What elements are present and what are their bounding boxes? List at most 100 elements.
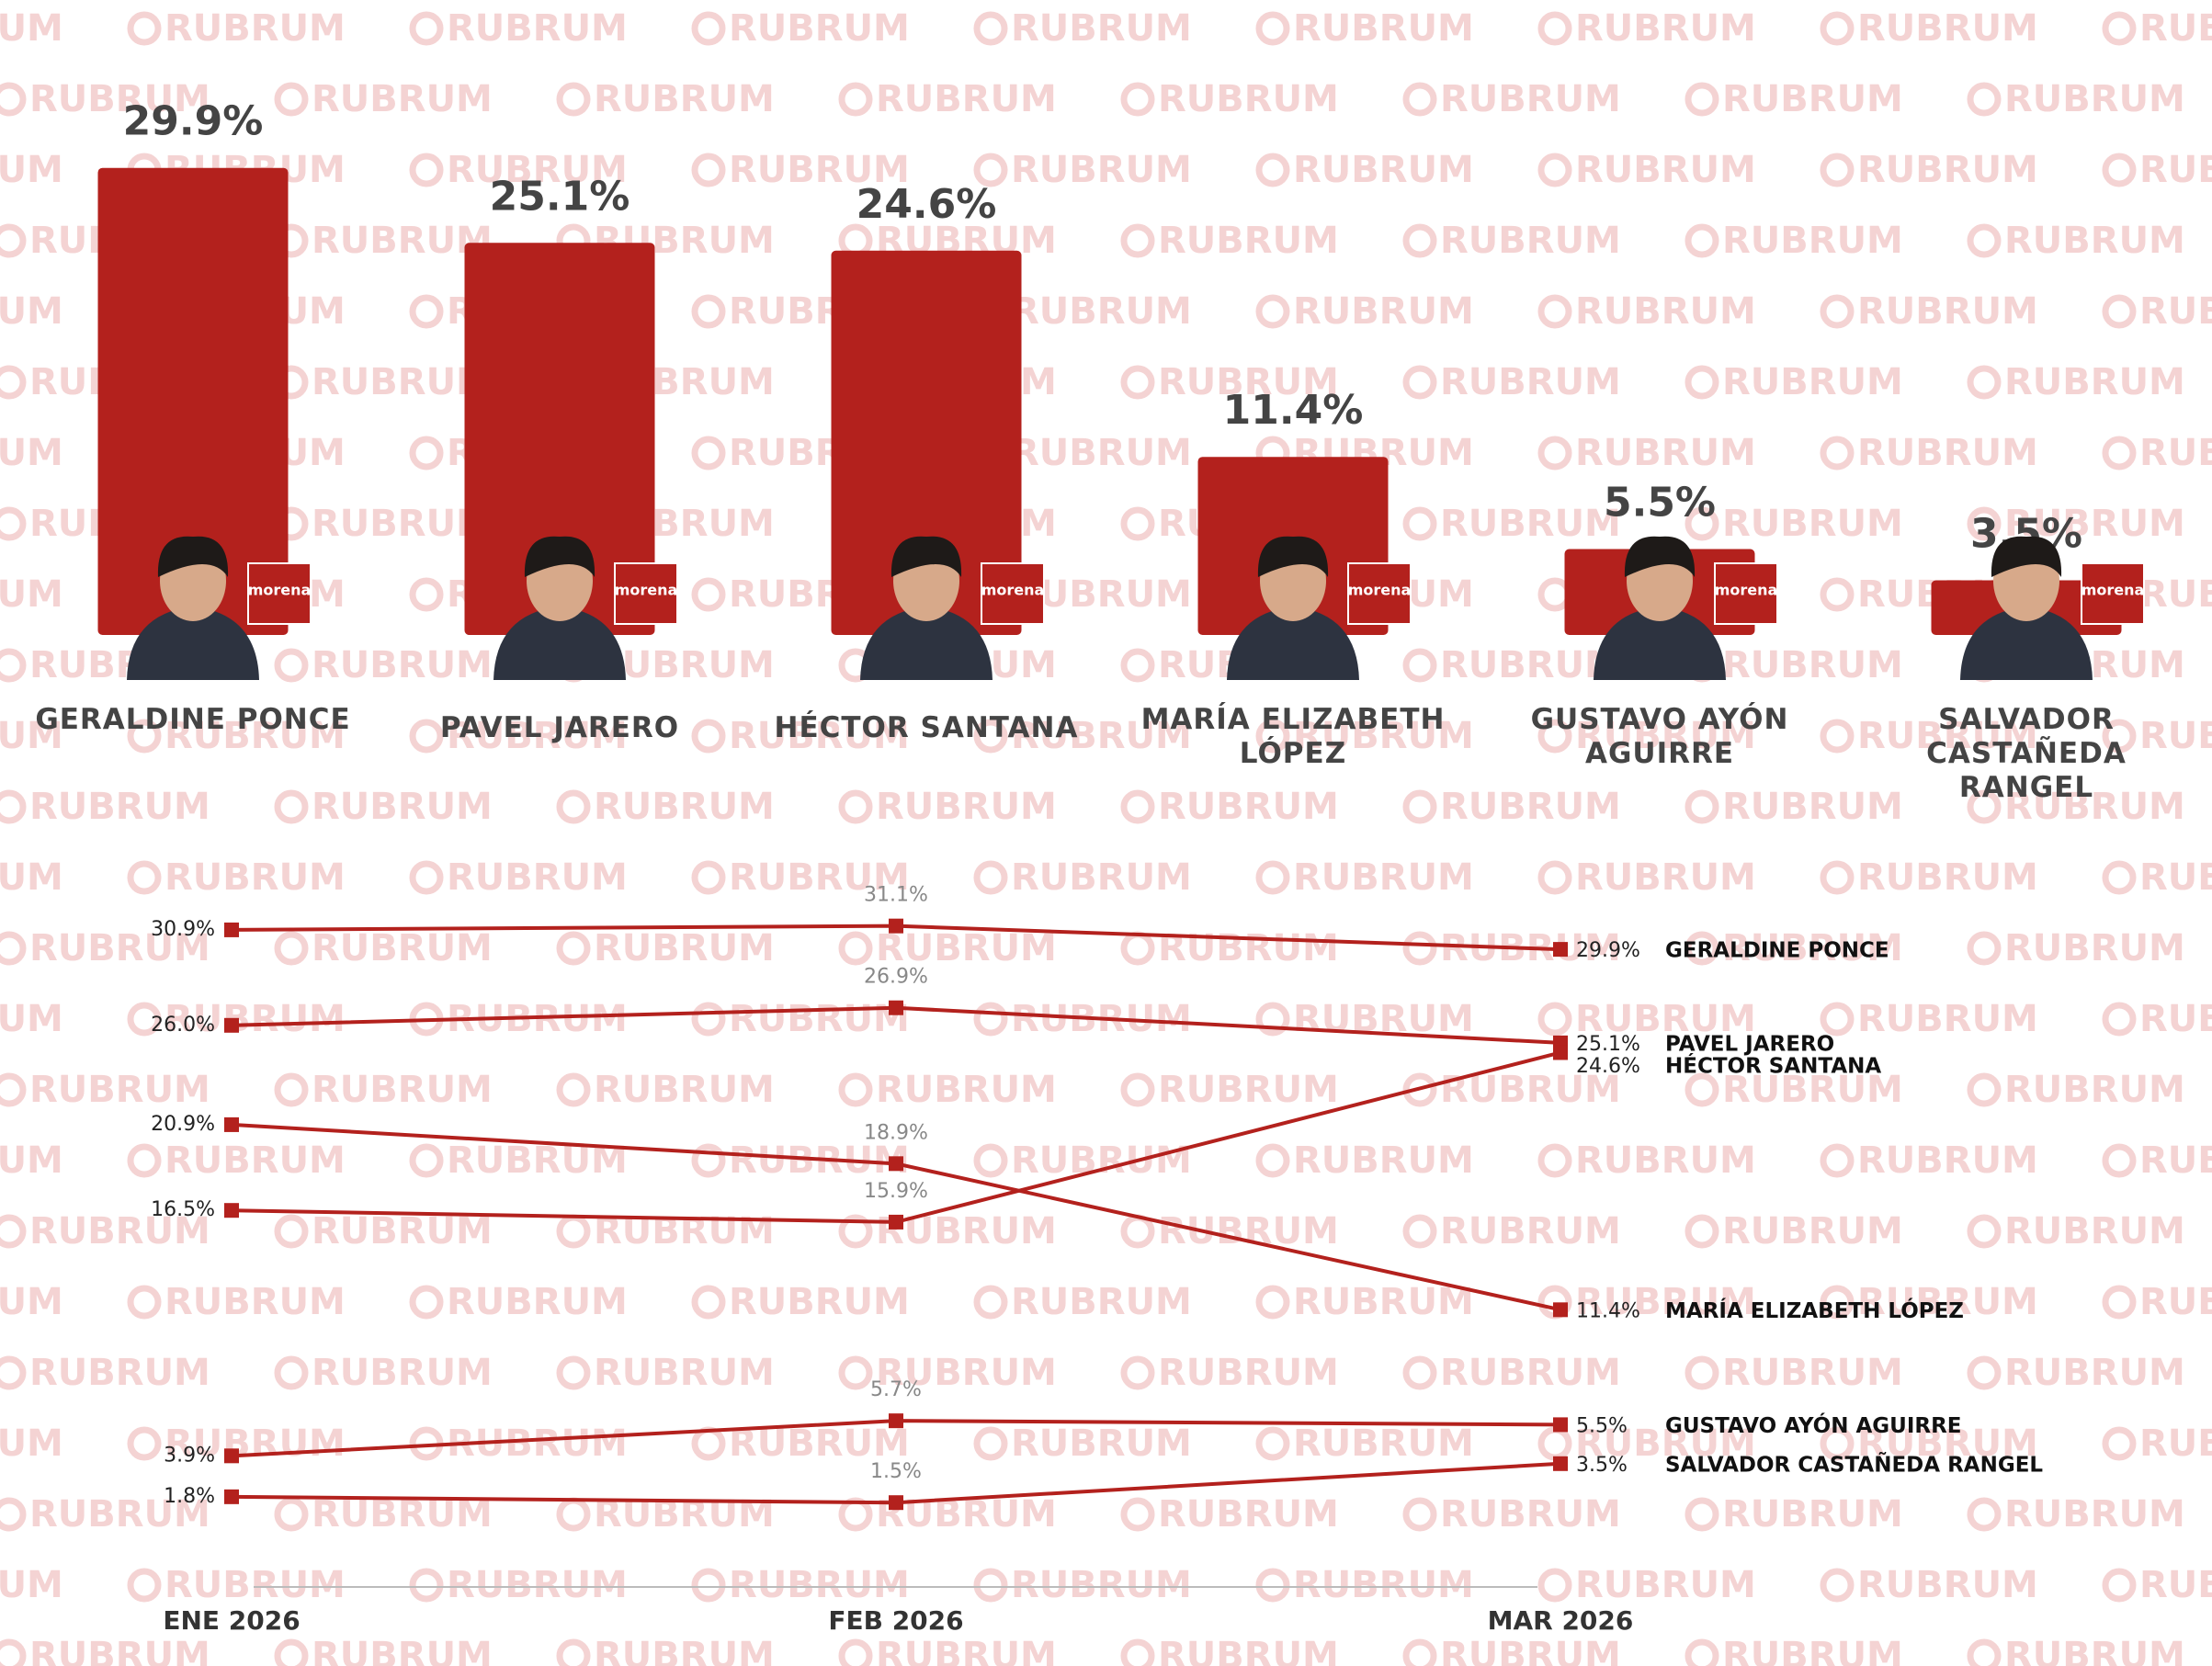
watermark: RUBRUM (876, 1069, 1057, 1111)
watermark-icon (1823, 581, 1851, 608)
value-label: 30.9% (151, 918, 215, 941)
value-label: 1.8% (164, 1485, 215, 1508)
watermark: RUBRUM (2004, 361, 2185, 403)
marker (224, 1018, 239, 1033)
watermark-icon (0, 85, 23, 113)
watermark-icon (695, 156, 722, 184)
page: RUBRUM RUBRUM RUBRUM RUBRUM RUBRUM RUBRUM RUBR… (0, 0, 2212, 1666)
watermark-icon (278, 85, 305, 113)
watermark: RUBRUM (312, 786, 493, 828)
watermark-icon (413, 439, 440, 467)
watermark-icon (130, 1288, 158, 1316)
value-label: 25.1% (490, 173, 630, 220)
watermark: RUBRUM (1293, 1139, 1474, 1182)
watermark-icon (1970, 1501, 1998, 1528)
watermark-icon (560, 1501, 587, 1528)
watermark-icon (1823, 439, 1851, 467)
watermark-icon (278, 1642, 305, 1666)
x-tick-label: ENE 2026 (163, 1605, 300, 1636)
watermark: RUBRUM (164, 1564, 346, 1606)
watermark-icon (1541, 298, 1569, 325)
watermark: RUBRUM (1857, 149, 2038, 191)
watermark-icon (977, 15, 1004, 42)
watermark-icon (0, 935, 23, 962)
watermark: RUBRUM (594, 786, 775, 828)
watermark: RUBRUM (876, 927, 1057, 969)
watermark: RUBRUM (1722, 503, 1903, 545)
watermark-icon (1406, 1218, 1434, 1245)
watermark-icon (695, 1288, 722, 1316)
watermark: RUBRUM (1158, 786, 1339, 828)
candidate-name: HÉCTOR SANTANA (738, 711, 1115, 745)
watermark: RUBRUM (1158, 1210, 1339, 1252)
watermark-icon (0, 1501, 23, 1528)
watermark: RUBRUM (2004, 1210, 2185, 1252)
watermark-icon (2105, 298, 2133, 325)
watermark-icon (1124, 85, 1151, 113)
watermark: RUBRUM (0, 432, 63, 474)
watermark: RUBRUM (312, 927, 493, 969)
watermark: RUBRUM (1575, 1139, 1756, 1182)
watermark-icon (560, 935, 587, 962)
watermark-icon (842, 1501, 869, 1528)
watermark-icon (1688, 793, 1716, 821)
marker (889, 919, 903, 934)
watermark: RUBRUM (2139, 1281, 2212, 1323)
watermark: RUBRUM (729, 1281, 910, 1323)
watermark: RUBRUM (1158, 1635, 1339, 1666)
badge: morena (1348, 582, 1412, 599)
watermark-icon (695, 1430, 722, 1457)
watermark: RUBRUM (1011, 1139, 1192, 1182)
watermark: RUBRUM (1857, 998, 2038, 1040)
series-name: SALVADOR CASTAÑEDA RANGEL (1665, 1451, 2043, 1477)
value-label: 26.0% (151, 1014, 215, 1037)
x-tick-label: MAR 2026 (1488, 1605, 1634, 1636)
watermark-icon (1541, 1005, 1569, 1033)
watermark: RUBRUM (164, 1281, 346, 1323)
value-label: 11.4% (1576, 1299, 1640, 1322)
watermark: RUBRUM (1722, 786, 1903, 828)
watermark: RUBRUM (1440, 78, 1621, 120)
watermark-icon (1970, 1642, 1998, 1666)
watermark-icon (130, 15, 158, 42)
watermark-icon (413, 15, 440, 42)
watermark: RUBRUM (1575, 7, 1756, 50)
watermark-icon (278, 1076, 305, 1104)
value-label: 16.5% (151, 1198, 215, 1221)
watermark: RUBRUM (2139, 7, 2212, 50)
watermark: RUBRUM (1722, 220, 1903, 262)
value-label: 11.4% (1223, 387, 1364, 434)
value-label: 29.9% (123, 98, 264, 145)
candidate-name: GUSTAVO AYÓN AGUIRRE (1471, 703, 1848, 771)
watermark-icon (2105, 864, 2133, 891)
watermark-icon (130, 864, 158, 891)
watermark-icon (1541, 1430, 1569, 1457)
watermark: RUBRUM (312, 644, 493, 686)
watermark-icon (977, 1571, 1004, 1599)
badge: morena (1715, 582, 1778, 599)
watermark-icon (560, 1359, 587, 1387)
watermark-icon (2105, 1147, 2133, 1174)
watermark-icon (278, 1359, 305, 1387)
marker (1553, 1456, 1568, 1471)
watermark-icon (1970, 227, 1998, 255)
watermark-icon (695, 1571, 722, 1599)
watermark: RUBRUM (1158, 78, 1339, 120)
candidate-name: SALVADOR CASTAÑEDA RANGEL (1889, 703, 2164, 805)
watermark-icon (0, 1359, 23, 1387)
marker (889, 1413, 903, 1428)
watermark-icon (1406, 227, 1434, 255)
value-label: 5.5% (1604, 480, 1716, 527)
watermark: RUBRUM (0, 290, 63, 333)
value-label: 5.7% (870, 1378, 922, 1401)
watermark: RUBRUM (1857, 290, 2038, 333)
watermark-icon (0, 1076, 23, 1104)
watermark: RUBRUM (594, 1352, 775, 1394)
watermark: RUBRUM (0, 1422, 63, 1465)
value-label: 18.9% (864, 1121, 928, 1144)
marker (889, 1001, 903, 1015)
candidate-name: PAVEL JARERO (371, 711, 748, 745)
watermark: RUBRUM (447, 1281, 628, 1323)
watermark: RUBRUM (1293, 290, 1474, 333)
watermark: RUBRUM (2139, 856, 2212, 899)
